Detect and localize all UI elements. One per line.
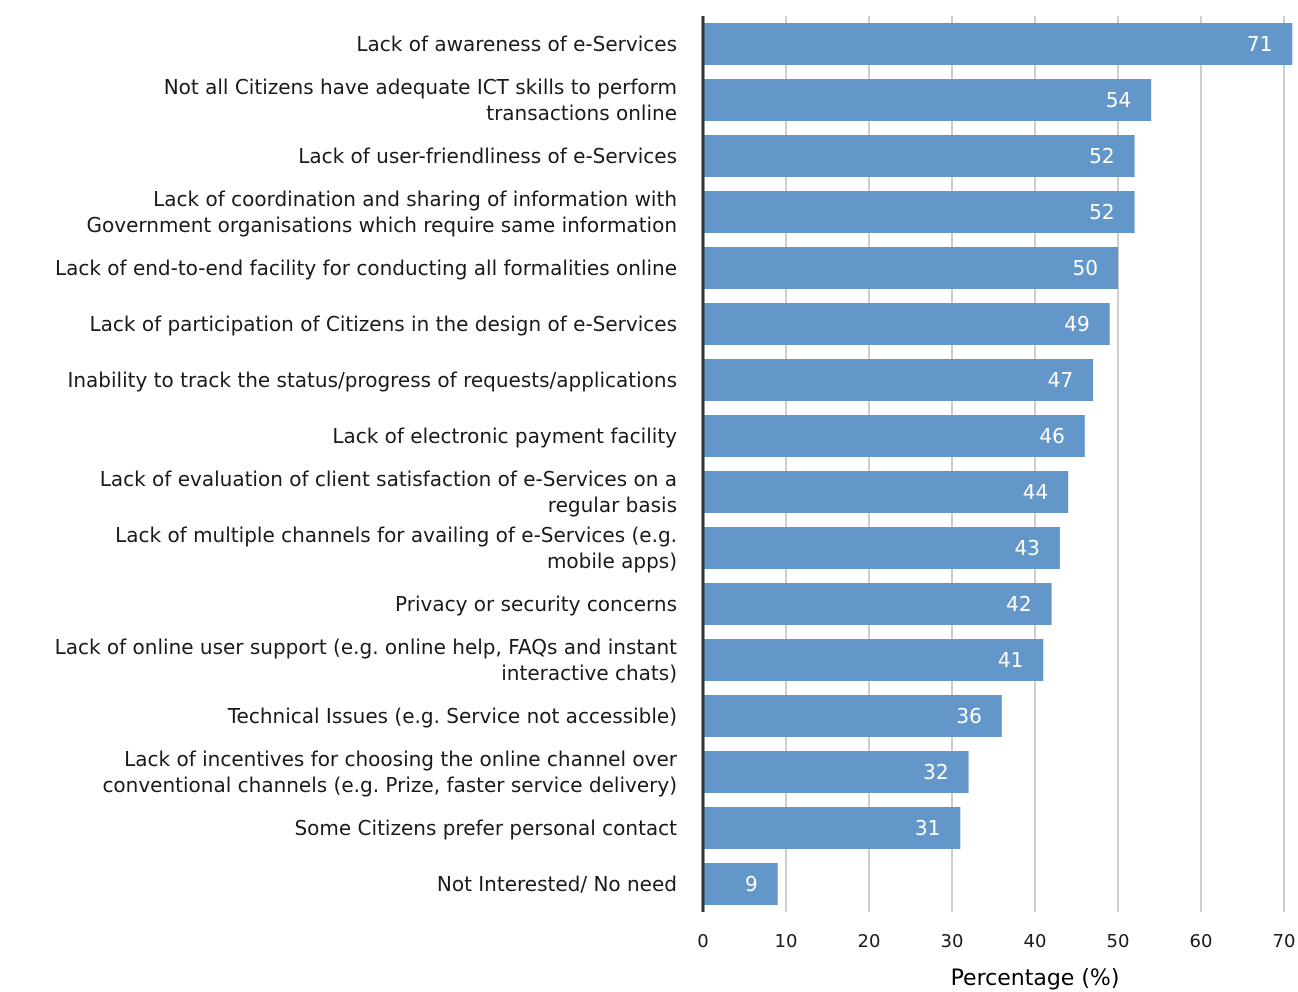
category-label: Inability to track the status/progress o… bbox=[67, 368, 677, 392]
bar bbox=[703, 247, 1118, 289]
bar bbox=[703, 303, 1110, 345]
x-tick-label: 50 bbox=[1107, 931, 1130, 952]
x-tick-label: 0 bbox=[697, 931, 708, 952]
bar bbox=[703, 807, 961, 849]
bar-value-label: 43 bbox=[1014, 536, 1039, 560]
x-tick-label: 70 bbox=[1273, 931, 1296, 952]
bar-value-label: 54 bbox=[1106, 88, 1131, 112]
category-label: Lack of incentives for choosing the onli… bbox=[102, 747, 677, 797]
category-label-line: interactive chats) bbox=[501, 661, 677, 685]
bar-value-label: 47 bbox=[1048, 368, 1073, 392]
category-label: Lack of electronic payment facility bbox=[332, 424, 677, 448]
x-axis-title: Percentage (%) bbox=[951, 966, 1120, 991]
bar-value-label: 31 bbox=[915, 816, 940, 840]
category-label: Technical Issues (e.g. Service not acces… bbox=[227, 704, 677, 728]
category-label: Lack of multiple channels for availing o… bbox=[115, 523, 677, 573]
category-label: Lack of evaluation of client satisfactio… bbox=[100, 467, 677, 517]
category-label-line: Not Interested/ No need bbox=[437, 872, 677, 896]
bar bbox=[703, 527, 1060, 569]
category-label-line: Lack of coordination and sharing of info… bbox=[153, 187, 677, 211]
category-label-line: Lack of evaluation of client satisfactio… bbox=[100, 467, 677, 491]
category-label-line: Lack of incentives for choosing the onli… bbox=[124, 747, 678, 771]
x-tick-labels: 0 10 20 30 40 50 60 70 bbox=[697, 931, 1295, 952]
category-label: Lack of end-to-end facility for conducti… bbox=[55, 256, 677, 280]
bar bbox=[703, 583, 1052, 625]
category-label-line: Technical Issues (e.g. Service not acces… bbox=[227, 704, 677, 728]
category-label-line: transactions online bbox=[486, 101, 677, 125]
bar-value-label: 41 bbox=[998, 648, 1023, 672]
bar bbox=[703, 471, 1069, 513]
category-label: Lack of online user support (e.g. online… bbox=[55, 635, 678, 685]
bar-value-label: 50 bbox=[1073, 256, 1098, 280]
category-label-line: mobile apps) bbox=[547, 549, 677, 573]
bars bbox=[703, 23, 1293, 905]
category-label-line: Government organisations which require s… bbox=[87, 213, 677, 237]
x-tick-label: 60 bbox=[1190, 931, 1213, 952]
bar bbox=[703, 191, 1135, 233]
category-label-line: Lack of end-to-end facility for conducti… bbox=[55, 256, 677, 280]
x-tick-label: 20 bbox=[858, 931, 881, 952]
bar-value-label: 49 bbox=[1064, 312, 1089, 336]
category-label-line: Not all Citizens have adequate ICT skill… bbox=[164, 75, 677, 99]
category-label: Not Interested/ No need bbox=[437, 872, 677, 896]
bar-value-label: 32 bbox=[923, 760, 948, 784]
bar-value-label: 36 bbox=[956, 704, 981, 728]
bar bbox=[703, 639, 1044, 681]
category-label-line: Lack of electronic payment facility bbox=[332, 424, 677, 448]
category-label: Some Citizens prefer personal contact bbox=[294, 816, 677, 840]
x-tick-label: 40 bbox=[1024, 931, 1047, 952]
category-label: Lack of awareness of e-Services bbox=[356, 32, 677, 56]
category-label: Lack of coordination and sharing of info… bbox=[87, 187, 677, 237]
x-tick-label: 30 bbox=[941, 931, 964, 952]
category-label-line: Privacy or security concerns bbox=[395, 592, 677, 616]
value-labels: 71 54 52 52 50 49 47 46 44 43 42 41 36 32 31 9 bbox=[745, 32, 1272, 896]
bar-value-label: 52 bbox=[1089, 144, 1114, 168]
bar bbox=[703, 135, 1135, 177]
bar bbox=[703, 359, 1094, 401]
category-label-line: Lack of participation of Citizens in the… bbox=[90, 312, 678, 336]
bar-value-label: 46 bbox=[1039, 424, 1064, 448]
category-label-line: regular basis bbox=[548, 493, 677, 517]
bar bbox=[703, 751, 969, 793]
category-label-line: Lack of user-friendliness of e-Services bbox=[298, 144, 677, 168]
bar bbox=[703, 863, 778, 905]
bar-value-label: 44 bbox=[1023, 480, 1048, 504]
category-label-line: Some Citizens prefer personal contact bbox=[294, 816, 677, 840]
bar bbox=[703, 23, 1293, 65]
bar bbox=[703, 79, 1152, 121]
category-label: Privacy or security concerns bbox=[395, 592, 677, 616]
category-label: Lack of user-friendliness of e-Services bbox=[298, 144, 677, 168]
category-label-line: Inability to track the status/progress o… bbox=[67, 368, 677, 392]
category-labels: Lack of awareness of e-Services Not all C… bbox=[55, 32, 678, 896]
bar-value-label: 71 bbox=[1247, 32, 1272, 56]
bar bbox=[703, 695, 1002, 737]
category-label: Not all Citizens have adequate ICT skill… bbox=[164, 75, 677, 125]
category-label-line: Lack of online user support (e.g. online… bbox=[55, 635, 678, 659]
category-label-line: Lack of multiple channels for availing o… bbox=[115, 523, 677, 547]
bar bbox=[703, 415, 1085, 457]
x-tick-label: 10 bbox=[775, 931, 798, 952]
category-label: Lack of participation of Citizens in the… bbox=[90, 312, 678, 336]
category-label-line: conventional channels (e.g. Prize, faste… bbox=[102, 773, 677, 797]
bar-value-label: 52 bbox=[1089, 200, 1114, 224]
bar-value-label: 42 bbox=[1006, 592, 1031, 616]
category-label-line: Lack of awareness of e-Services bbox=[356, 32, 677, 56]
bar-value-label: 9 bbox=[745, 872, 758, 896]
